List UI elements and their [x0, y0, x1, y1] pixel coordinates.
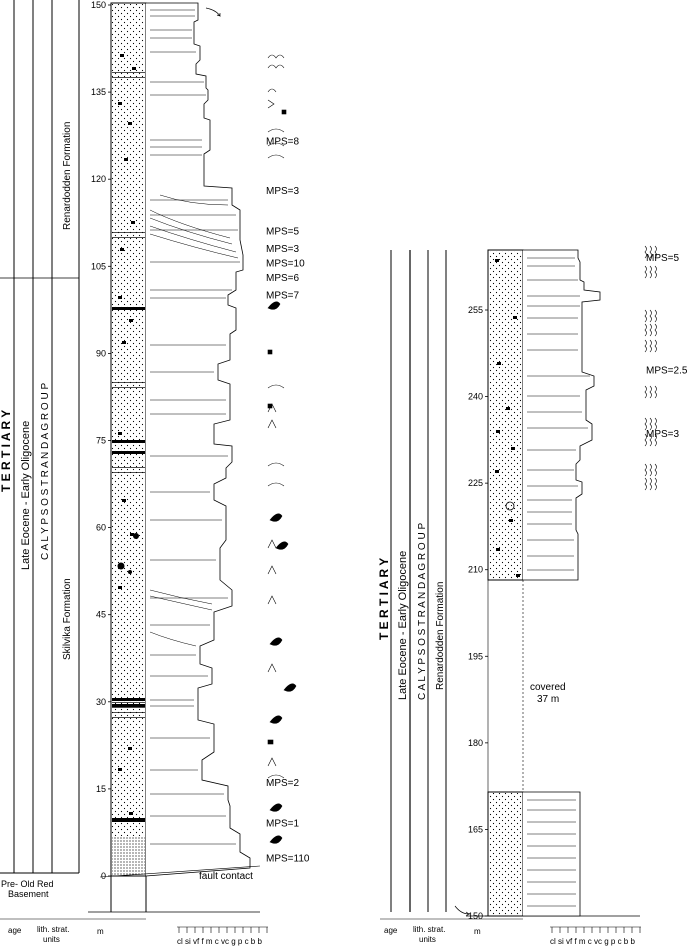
right-footer-age-label: age	[384, 926, 398, 935]
left-depth-tick-label: 135	[91, 87, 106, 97]
right-footer-grain-scale: cl si vf f m c vc g p c b b	[550, 937, 635, 946]
fault-contact-label: fault contact	[199, 871, 253, 882]
right-grain-size-profile	[523, 249, 601, 581]
right-epoch-label: Late Eocene - Early Oligocene	[397, 551, 409, 700]
left-depth-tick-label: 0	[101, 871, 106, 881]
left-mps-label: MPS=8	[266, 136, 300, 147]
footer-unit-label: m	[97, 927, 104, 936]
left-coal-beds	[112, 307, 145, 822]
footer-lith-strat-line2: units	[43, 935, 60, 944]
left-mps-label: MPS=3	[266, 186, 300, 197]
footer-age-label: age	[8, 926, 22, 935]
left-lithology-stipple	[112, 4, 145, 836]
left-depth-tick-label: 60	[96, 523, 106, 533]
continuation-arrow-bottom	[454, 905, 471, 917]
covered-label-line2: 37 m	[537, 694, 559, 705]
left-group-label: C A L Y P S O S T R A N D A G R O U P	[40, 383, 51, 560]
right-footer-lith-line1: lith. strat.	[413, 925, 445, 934]
right-depth-tick-label: 195	[468, 651, 483, 661]
right-lithology-stipple	[489, 251, 522, 579]
right-lower-stipple	[489, 793, 522, 915]
left-grain-size-profile	[145, 2, 251, 877]
left-depth-tick-label: 75	[96, 436, 106, 446]
basement-label-line1: Pre- Old Red	[1, 879, 54, 889]
left-formation-lower-label: Skilvika Formation	[62, 578, 73, 660]
right-depth-tick-label: 165	[468, 824, 483, 834]
left-mps-label: MPS=5	[266, 226, 300, 237]
right-mps-label: MPS=2.5	[646, 366, 688, 377]
right-sedimentary-symbols	[644, 245, 657, 491]
right-depth-tick-label: 150	[468, 911, 483, 921]
left-formation-upper-label: Renardodden Formation	[62, 122, 73, 230]
left-era-label: T E R T I A R Y	[0, 410, 13, 492]
left-basement-fill	[112, 836, 145, 876]
right-grain-laminae	[527, 257, 590, 907]
left-depth-tick-label: 105	[91, 261, 106, 271]
basement-label-line2: Basement	[8, 889, 49, 899]
right-mps-label: MPS=3	[646, 429, 680, 440]
left-mps-label: MPS=3	[266, 244, 300, 255]
right-footer-unit-label: m	[474, 927, 481, 936]
left-mps-labels: MPS=8 MPS=3 MPS=5 MPS=3 MPS=10 MPS=6 MPS=7 MPS=…	[266, 136, 310, 864]
left-pebbles	[117, 54, 139, 815]
right-footer-lith-line2: units	[419, 935, 436, 944]
right-formation-label: Renardodden Formation	[435, 582, 446, 690]
left-mps-label: MPS=1	[266, 819, 300, 830]
right-mps-labels: MPS=5 MPS=2.5 MPS=3	[646, 253, 688, 440]
left-mps-label: MPS=7	[266, 290, 300, 301]
right-mps-label: MPS=5	[646, 253, 680, 264]
right-depth-tick-label: 210	[468, 565, 483, 575]
left-sedimentary-symbols	[267, 54, 297, 844]
footer-grain-scale: cl si vf f m c vc g p c b b	[177, 937, 262, 946]
left-epoch-label: Late Eocene - Early Oligocene	[20, 421, 32, 570]
right-depth-tick-label: 255	[468, 305, 483, 315]
right-era-label: T E R T I A R Y	[377, 558, 391, 640]
left-grain-scale-ticks	[177, 926, 268, 933]
left-depth-tick-label: 30	[96, 697, 106, 707]
left-depth-tick-label: 15	[96, 784, 106, 794]
left-mps-label: MPS=2	[266, 778, 300, 789]
right-pebbles	[495, 259, 520, 577]
right-grain-scale-ticks	[550, 926, 641, 933]
continuation-arrow-top	[205, 7, 221, 17]
right-depth-tick-label: 225	[468, 478, 483, 488]
right-depth-tick-label: 240	[468, 392, 483, 402]
footer-lith-strat-line1: lith. strat.	[37, 925, 69, 934]
right-lower-grain-size	[523, 791, 581, 917]
left-mps-label: MPS=10	[266, 258, 305, 269]
left-mps-label: MPS=110	[266, 854, 310, 865]
right-depth-axis: 255 240 225 210 195 180 165 150	[468, 305, 488, 921]
left-depth-tick-label: 45	[96, 610, 106, 620]
right-depth-tick-label: 180	[468, 738, 483, 748]
left-grain-laminae	[150, 9, 240, 845]
right-group-label: C A L Y P S O S T R A N D A G R O U P	[417, 523, 428, 700]
left-depth-tick-label: 120	[91, 174, 106, 184]
left-depth-tick-label: 90	[96, 348, 106, 358]
covered-label-line1: covered	[530, 682, 566, 693]
left-mps-label: MPS=6	[266, 273, 300, 284]
left-cross-bedding	[149, 194, 239, 647]
left-depth-tick-label: 150	[91, 0, 106, 10]
